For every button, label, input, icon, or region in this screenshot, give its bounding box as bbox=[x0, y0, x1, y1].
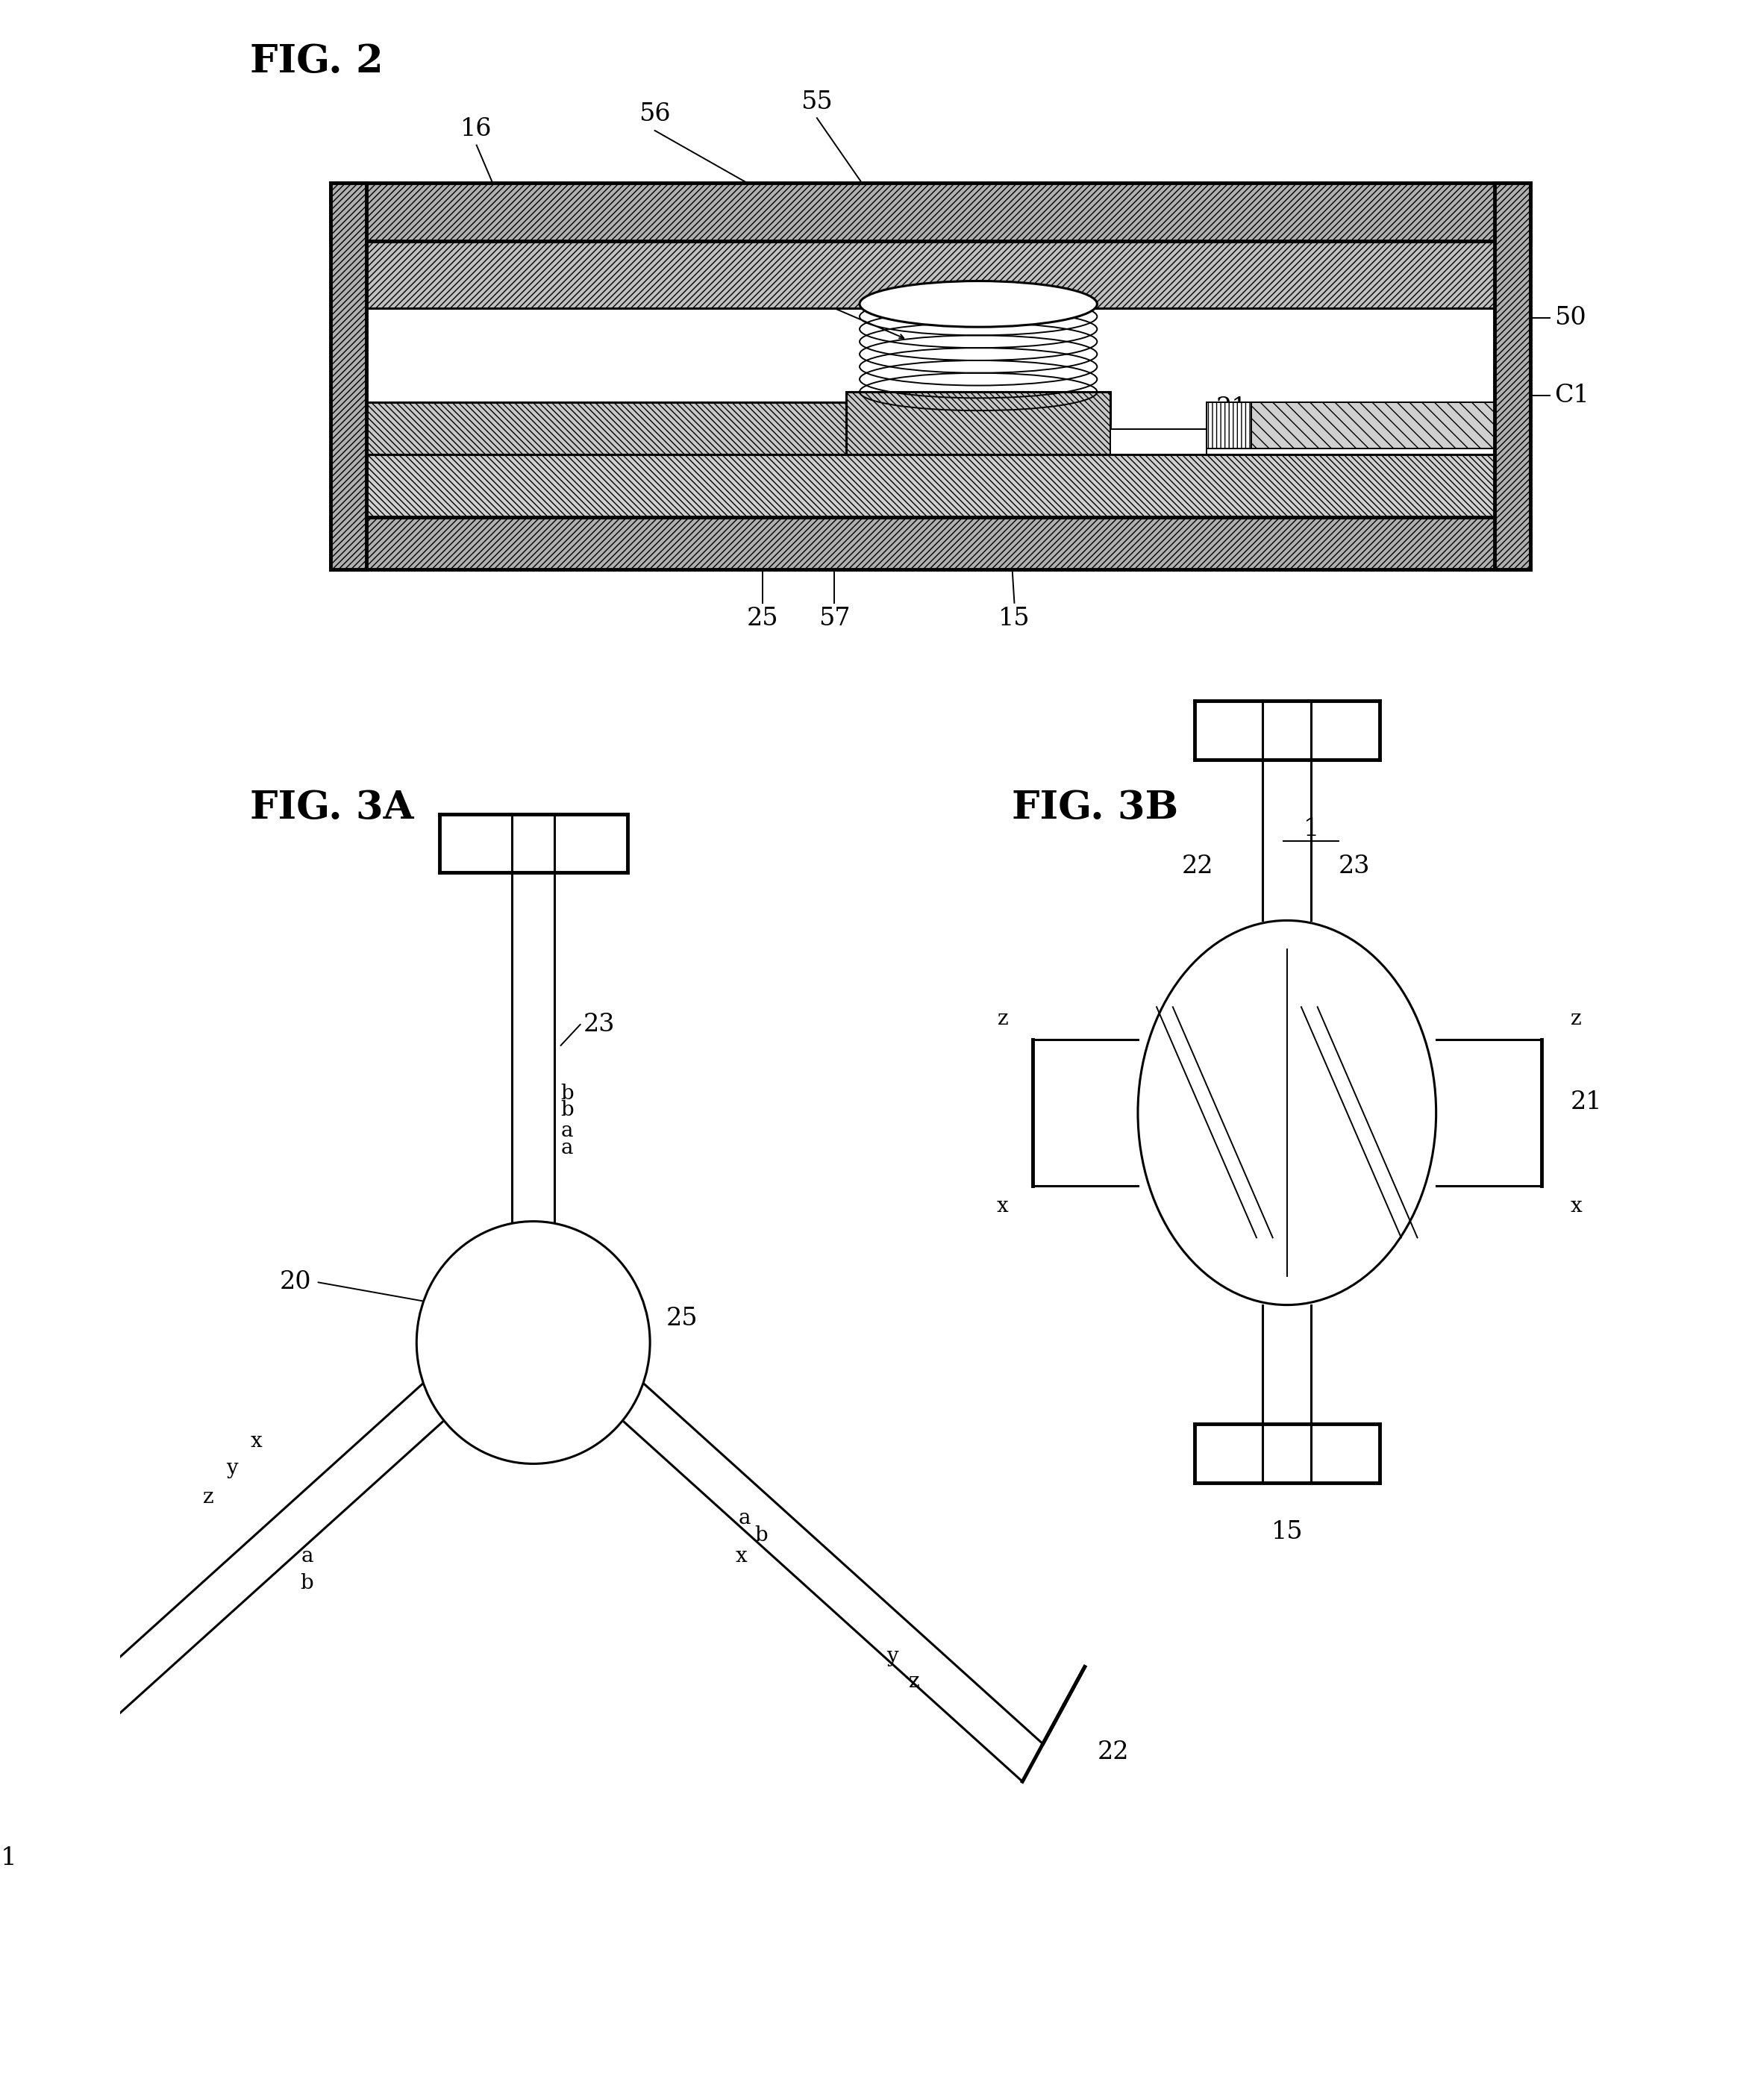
Text: b: b bbox=[754, 1525, 768, 1546]
Text: 55: 55 bbox=[801, 90, 833, 113]
Text: x: x bbox=[1571, 1197, 1582, 1216]
Text: 21: 21 bbox=[1571, 1090, 1603, 1115]
Text: 1: 1 bbox=[753, 256, 770, 281]
Text: 15: 15 bbox=[1271, 1520, 1303, 1544]
Text: 56: 56 bbox=[639, 103, 670, 126]
Bar bbox=[330, 183, 367, 569]
Text: a: a bbox=[560, 1121, 573, 1140]
Bar bbox=[367, 403, 847, 454]
Text: x: x bbox=[735, 1546, 747, 1567]
Text: z: z bbox=[1184, 428, 1194, 447]
Text: y: y bbox=[227, 1457, 237, 1478]
Text: 15: 15 bbox=[999, 607, 1030, 630]
Text: 22: 22 bbox=[1182, 855, 1213, 878]
Text: z: z bbox=[1571, 1008, 1582, 1029]
Text: 25: 25 bbox=[747, 607, 779, 630]
Bar bbox=[367, 454, 1495, 517]
Text: a: a bbox=[300, 1546, 313, 1567]
Text: a: a bbox=[739, 1508, 751, 1529]
Text: z: z bbox=[910, 1672, 920, 1693]
Text: z: z bbox=[997, 1008, 1007, 1029]
Text: 23: 23 bbox=[583, 1012, 615, 1037]
Circle shape bbox=[1138, 920, 1437, 1304]
Text: x: x bbox=[997, 1197, 1007, 1216]
Text: FIG. 2: FIG. 2 bbox=[250, 42, 382, 82]
Bar bbox=[367, 242, 1495, 517]
Text: a: a bbox=[560, 1138, 573, 1157]
Text: 25: 25 bbox=[667, 1306, 698, 1329]
Text: FIG. 3A: FIG. 3A bbox=[250, 790, 414, 827]
Text: 23: 23 bbox=[1337, 855, 1371, 878]
Text: 1: 1 bbox=[1303, 817, 1320, 840]
Text: 21: 21 bbox=[0, 1846, 17, 1871]
Text: 21: 21 bbox=[1215, 397, 1247, 420]
Text: 16: 16 bbox=[461, 118, 492, 141]
Bar bbox=[330, 517, 1529, 569]
Text: b: b bbox=[300, 1573, 313, 1594]
Bar bbox=[1252, 403, 1495, 447]
Text: C1: C1 bbox=[1554, 384, 1589, 407]
Bar bbox=[367, 242, 1495, 309]
Text: 57: 57 bbox=[819, 607, 850, 630]
Text: y: y bbox=[887, 1646, 897, 1667]
Text: 22: 22 bbox=[1098, 1741, 1130, 1764]
Bar bbox=[330, 183, 1529, 242]
Bar bbox=[1206, 403, 1252, 447]
Text: b: b bbox=[560, 1084, 574, 1103]
Bar bbox=[1110, 428, 1206, 454]
Text: x: x bbox=[250, 1430, 262, 1451]
Bar bbox=[1495, 183, 1529, 569]
Bar bbox=[847, 393, 1110, 454]
Ellipse shape bbox=[417, 1222, 650, 1464]
Text: 50: 50 bbox=[1554, 307, 1587, 330]
Ellipse shape bbox=[859, 281, 1096, 328]
Text: z: z bbox=[203, 1487, 213, 1508]
Text: b: b bbox=[560, 1100, 574, 1119]
Text: FIG. 3B: FIG. 3B bbox=[1011, 790, 1179, 827]
Text: 20: 20 bbox=[372, 410, 403, 433]
Text: 20: 20 bbox=[279, 1270, 311, 1294]
